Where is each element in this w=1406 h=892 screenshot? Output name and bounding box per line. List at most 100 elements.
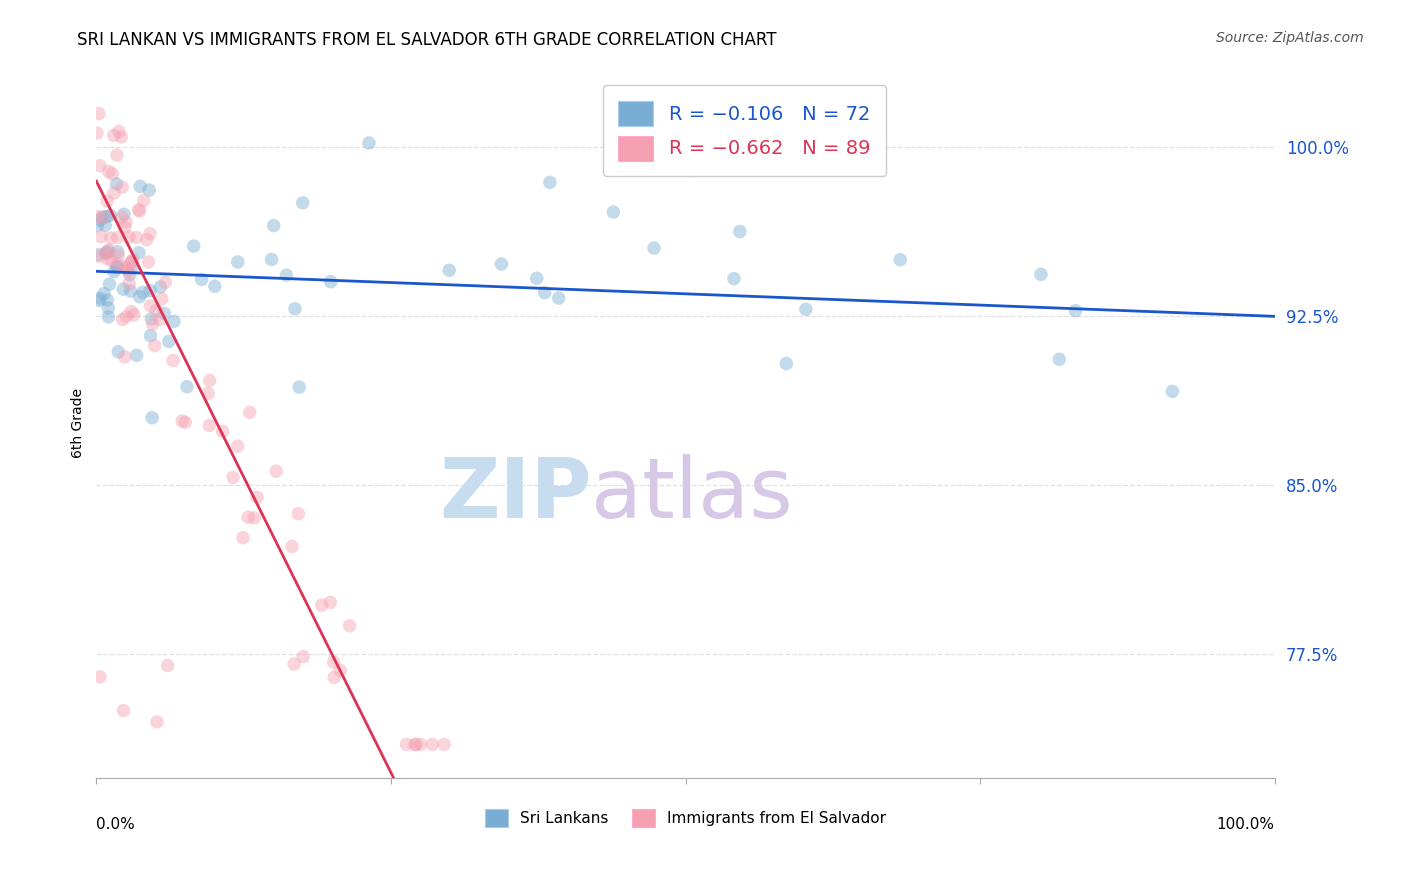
Point	[97, 164, 120, 178]
Point	[112, 207, 135, 221]
Text: Source: ZipAtlas.com: Source: ZipAtlas.com	[1216, 31, 1364, 45]
Point	[89, 213, 111, 227]
Point	[93, 286, 115, 301]
Point	[260, 252, 283, 267]
Point	[111, 180, 134, 194]
Point	[139, 328, 162, 343]
Text: SRI LANKAN VS IMMIGRANTS FROM EL SALVADOR 6TH GRADE CORRELATION CHART: SRI LANKAN VS IMMIGRANTS FROM EL SALVADO…	[77, 31, 778, 49]
Point	[98, 243, 121, 257]
Point	[89, 292, 111, 306]
Y-axis label: 6th Grade: 6th Grade	[72, 388, 86, 458]
Point	[100, 231, 122, 245]
Point	[149, 280, 172, 294]
Point	[153, 306, 176, 320]
Point	[226, 439, 249, 453]
Point	[526, 271, 548, 285]
Point	[420, 738, 443, 752]
Point	[1064, 303, 1087, 318]
Point	[112, 282, 135, 296]
Point	[141, 410, 163, 425]
Point	[118, 277, 141, 291]
Point	[103, 128, 125, 143]
Point	[139, 299, 162, 313]
Point	[357, 136, 380, 150]
Point	[139, 284, 162, 298]
Point	[311, 598, 333, 612]
Point	[172, 414, 194, 428]
Point	[103, 186, 125, 200]
Point	[101, 167, 124, 181]
Point	[141, 318, 163, 332]
Point	[238, 510, 260, 524]
Point	[319, 595, 342, 609]
Point	[89, 670, 111, 684]
Point	[288, 380, 311, 394]
Point	[118, 268, 141, 282]
Point	[339, 619, 361, 633]
Point	[128, 245, 150, 260]
Point	[409, 738, 432, 752]
Point	[284, 301, 307, 316]
Point	[198, 418, 221, 433]
Point	[183, 239, 205, 253]
Point	[86, 126, 108, 140]
Point	[395, 738, 418, 752]
Point	[120, 284, 142, 298]
Point	[121, 260, 143, 275]
Point	[138, 183, 160, 197]
Point	[97, 310, 120, 324]
Point	[404, 738, 426, 752]
Point	[96, 194, 118, 208]
Point	[643, 241, 665, 255]
Point	[319, 275, 342, 289]
Point	[121, 253, 143, 268]
Point	[323, 670, 346, 684]
Point	[775, 357, 797, 371]
Point	[176, 380, 198, 394]
Point	[533, 285, 555, 300]
Point	[292, 649, 315, 664]
Point	[110, 130, 132, 145]
Point	[107, 230, 129, 244]
Text: 100.0%: 100.0%	[1216, 817, 1275, 832]
Point	[204, 279, 226, 293]
Point	[329, 664, 352, 678]
Point	[128, 202, 150, 217]
Point	[281, 540, 304, 554]
Point	[1029, 268, 1052, 282]
Point	[156, 658, 179, 673]
Point	[141, 312, 163, 326]
Point	[125, 230, 148, 244]
Point	[120, 304, 142, 318]
Point	[100, 253, 122, 268]
Point	[602, 205, 624, 219]
Point	[157, 334, 180, 349]
Point	[128, 203, 150, 218]
Point	[115, 310, 138, 324]
Point	[87, 248, 110, 262]
Point	[86, 210, 108, 224]
Point	[138, 255, 160, 269]
Point	[107, 260, 129, 274]
Point	[87, 106, 110, 120]
Point	[139, 227, 162, 241]
Point	[232, 531, 254, 545]
Point	[89, 159, 111, 173]
Point	[129, 179, 152, 194]
Point	[794, 302, 817, 317]
Point	[433, 738, 456, 752]
Point	[108, 124, 131, 138]
Point	[239, 405, 262, 419]
Point	[117, 263, 139, 277]
Point	[125, 348, 148, 362]
Point	[107, 244, 129, 259]
Point	[283, 657, 305, 671]
Point	[111, 312, 134, 326]
Point	[89, 293, 111, 308]
Point	[115, 261, 138, 276]
Point	[103, 265, 125, 279]
Point	[889, 252, 911, 267]
Point	[94, 219, 117, 233]
Point	[97, 252, 120, 266]
Point	[97, 244, 120, 259]
